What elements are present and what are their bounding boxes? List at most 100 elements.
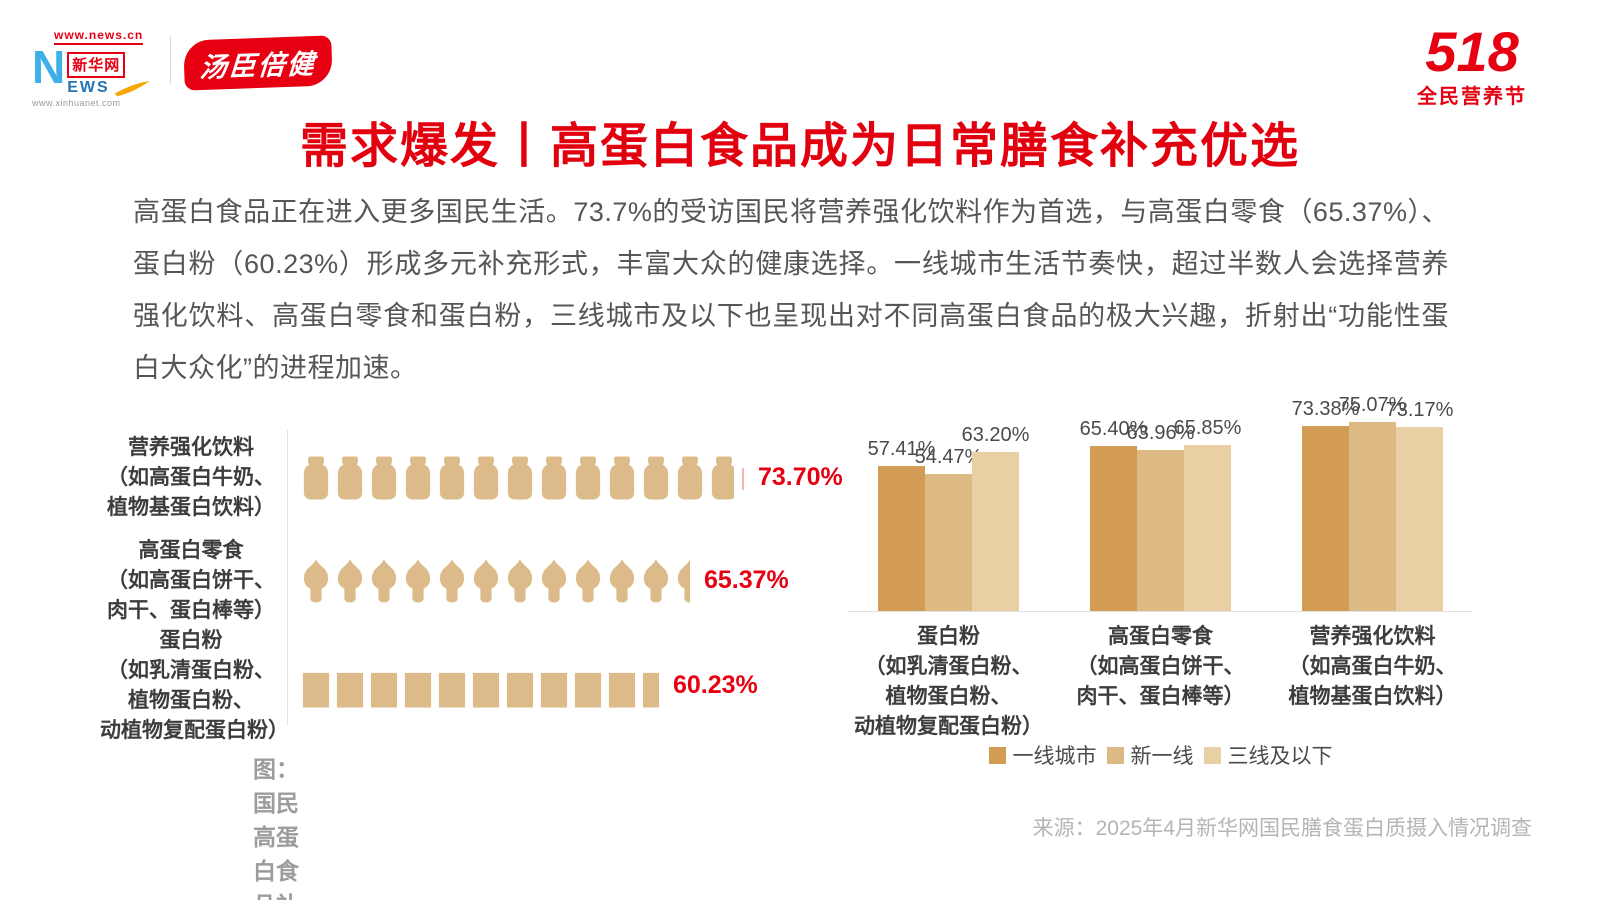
snack-icon [439, 559, 465, 603]
bar-category-label-line: （如乳清蛋白粉、 [864, 655, 1033, 678]
bar-三线及以下 [1396, 427, 1443, 611]
legend-swatch-icon [1106, 746, 1124, 764]
bar-category-label: 营养强化饮料 （如高蛋白牛奶、 植物基蛋白饮料） [1265, 622, 1481, 712]
category-label-line: 植物蛋白粉、 [128, 689, 254, 712]
bottle-icon [371, 456, 397, 500]
scoop-icon [370, 672, 398, 708]
xinhua-letters-ews: EWS [67, 79, 110, 96]
bar-category-label-line: 动植物复配蛋白粉） [854, 715, 1043, 738]
scoop-icon [642, 672, 659, 708]
xinhua-logo-row2: EWS [67, 79, 151, 97]
bar-一线城市 [1302, 426, 1349, 611]
legend-swatch-icon [1203, 746, 1221, 764]
bar-category-label-line: 高蛋白零食 [1108, 625, 1213, 648]
page-title: 需求爆发丨高蛋白食品成为日常膳食补充优选 [299, 120, 1300, 173]
legend-label: 三线及以下 [1227, 745, 1333, 768]
snack-icon [303, 559, 329, 603]
category-label-line: 植物基蛋白饮料） [107, 496, 275, 519]
legend-label: 一线城市 [1012, 745, 1097, 768]
icon-row: 60.23% [302, 664, 758, 708]
festival-518-logo: 518 全民营养节 [1396, 24, 1548, 109]
pictogram-row: 蛋白粉 （如乳清蛋白粉、 植物蛋白粉、 动植物复配蛋白粉） 60.23% [100, 629, 758, 742]
pictogram-axis-line [287, 430, 288, 726]
snack-icon [405, 559, 431, 603]
xinhua-logo-mid: N 新华网 EWS [32, 41, 164, 97]
body-paragraph: 高蛋白食品正在进入更多国民生活。73.7%的受访国民将营养强化饮料作为首选，与高… [133, 197, 1449, 383]
sponsor-badge: 汤臣倍健 [183, 35, 333, 91]
xinhua-logo-col: 新华网 EWS [67, 52, 151, 97]
snack-icon [643, 559, 669, 603]
bottle-icon [541, 456, 567, 500]
snack-icon [677, 559, 690, 603]
category-label-line: （如高蛋白饼干、 [107, 569, 275, 592]
category-label-line: 动植物复配蛋白粉） [100, 719, 289, 742]
bar-新一线 [1349, 422, 1396, 611]
scoop-icon [438, 672, 466, 708]
bar-value-label: 63.20% [961, 424, 1030, 446]
scoop-icon [302, 672, 330, 708]
bar-新一线 [925, 474, 972, 611]
category-label: 营养强化饮料 （如高蛋白牛奶、 植物基蛋白饮料） [100, 433, 282, 523]
bar-三线及以下 [972, 452, 1019, 611]
xinhua-news-logo: www.news.cn N 新华网 EWS www.xinhuanet.com [32, 26, 164, 108]
legend-item-新一线: 新一线 [1106, 740, 1194, 770]
legend-item-三线及以下: 三线及以下 [1203, 740, 1333, 770]
bottle-icon [303, 456, 329, 500]
snack-icon [371, 559, 397, 603]
snack-icon [541, 559, 567, 603]
bar-category-label-line: （如高蛋白牛奶、 [1288, 655, 1457, 678]
category-label: 蛋白粉 （如乳清蛋白粉、 植物蛋白粉、 动植物复配蛋白粉） [100, 626, 289, 746]
festival-label: 全民营养节 [1417, 86, 1527, 108]
legend-item-一线城市: 一线城市 [988, 740, 1097, 770]
xinhua-letter-n: N [32, 41, 66, 93]
bar-category-label: 蛋白粉 （如乳清蛋白粉、 植物蛋白粉、动植物复配蛋白粉） [841, 622, 1057, 742]
scoop-icon [506, 672, 534, 708]
bar-value-label: 63.96% [1126, 422, 1195, 444]
bar-value-label: 73.38% [1291, 398, 1360, 420]
chart-legend: 一线城市 新一线 三线及以下 [848, 740, 1473, 770]
xinhua-brand-box: 新华网 [67, 52, 126, 78]
bottle-icon [711, 456, 734, 500]
scoop-icon [574, 672, 602, 708]
scoop-icon [336, 672, 364, 708]
bottle-icon [677, 456, 703, 500]
sponsor-badge-label: 汤臣倍健 [198, 48, 317, 83]
scoop-icon [540, 672, 568, 708]
category-label-line: 肉干、蛋白棒等） [107, 599, 275, 622]
bar-一线城市 [1090, 446, 1137, 611]
bottle-icon [575, 456, 601, 500]
scoop-icon [472, 672, 500, 708]
tick-mark [742, 468, 744, 490]
bar-category-label-line: 蛋白粉 [917, 625, 980, 648]
bar-value-label: 65.40% [1079, 418, 1148, 440]
bottle-icon [439, 456, 465, 500]
category-label: 高蛋白零食 （如高蛋白饼干、 肉干、蛋白棒等） [100, 536, 282, 626]
value-label: 60.23% [673, 671, 758, 699]
snack-icon [609, 559, 635, 603]
category-label-line: 高蛋白零食 [138, 539, 244, 562]
scoop-icon-partial [642, 664, 659, 708]
legend-swatch-icon [988, 746, 1006, 764]
bottle-icon [405, 456, 431, 500]
bar-category-label-line: 植物蛋白粉、 [885, 685, 1012, 708]
category-label-line: （如乳清蛋白粉、 [107, 659, 275, 682]
snack-icon [507, 559, 533, 603]
bar-category-label-line: 营养强化饮料 [1309, 625, 1436, 648]
category-label-line: 营养强化饮料 [128, 436, 254, 459]
chart-caption: 图：国民高蛋白食品补充选择方式 [253, 756, 299, 900]
pictogram-row: 高蛋白零食 （如高蛋白饼干、 肉干、蛋白棒等） 65.37% [100, 531, 789, 631]
snack-icon [575, 559, 601, 603]
bottle-icon [473, 456, 499, 500]
bar-value-label: 57.41% [867, 438, 936, 460]
header-divider [170, 36, 171, 84]
category-label-line: （如高蛋白牛奶、 [107, 466, 275, 489]
bottle-icon [337, 456, 363, 500]
bar-一线城市 [878, 466, 925, 611]
bar-value-label: 54.47% [914, 446, 983, 468]
bar-三线及以下 [1184, 445, 1231, 611]
bottle-icon-partial [710, 456, 734, 500]
icon-row: 73.70% [302, 456, 843, 500]
bottle-icon [609, 456, 635, 500]
bar-category-label-line: 肉干、蛋白棒等） [1076, 685, 1245, 708]
swoosh-icon [114, 81, 150, 97]
